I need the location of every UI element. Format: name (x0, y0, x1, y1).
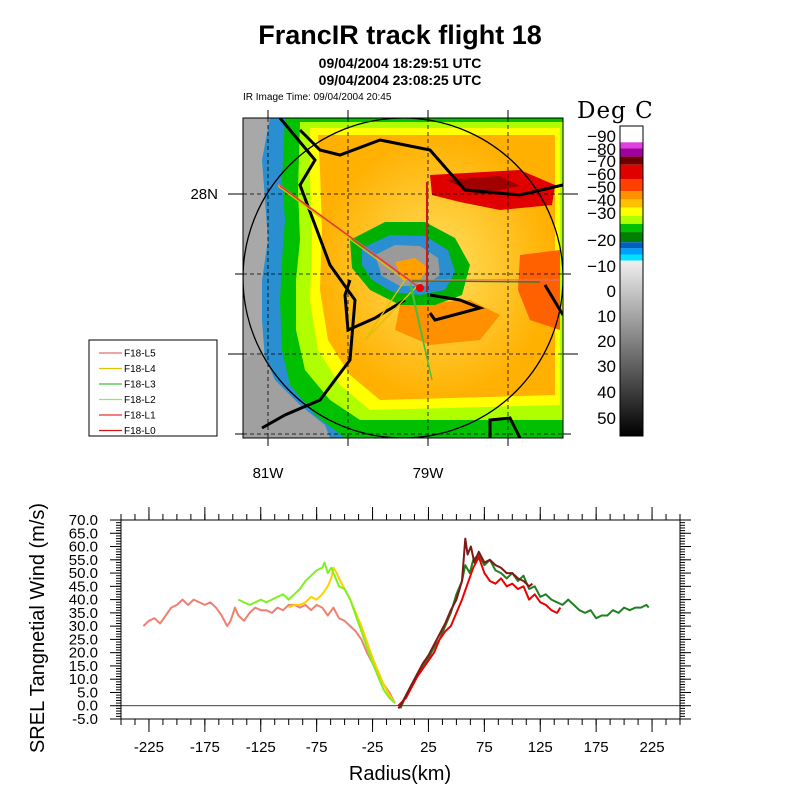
chart-title: FrancIR track flight 18 (258, 20, 542, 50)
x-tick-label: 75 (476, 739, 493, 756)
wind-series-line-3 (399, 553, 650, 709)
y-tick-label: 40.0 (69, 592, 98, 609)
y-tick-label: 20.0 (69, 645, 98, 662)
wind-series-line-5 (397, 537, 534, 710)
x-axis-label: Radius(km) (349, 763, 451, 785)
x-tick-label: -75 (306, 739, 328, 756)
x-tick-label: -225 (134, 739, 164, 756)
y-tick-label: 65.0 (69, 525, 98, 542)
y-tick-label: 70.0 (69, 512, 98, 529)
y-tick-label: 35.0 (69, 605, 98, 622)
colorbar-title: Deg C (577, 98, 654, 124)
wind-series-line-1 (288, 566, 396, 704)
start-time-subtitle: 09/04/2004 18:29:51 UTC (318, 55, 482, 71)
y-tick-label: 45.0 (69, 578, 98, 595)
y-tick-label: 55.0 (69, 552, 98, 569)
x-tick-label: 175 (584, 739, 609, 756)
y-axis-label: SREL Tangnetial Wind (m/s) (27, 503, 49, 753)
y-tick-label: 0.0 (77, 698, 98, 715)
x-tick-label: 125 (528, 739, 553, 756)
plot-frame (120, 519, 681, 720)
y-tick-label: 25.0 (69, 631, 98, 648)
wind-series-line-2 (237, 561, 396, 704)
y-tick-label: -5.0 (72, 711, 98, 728)
y-tick-label: 10.0 (69, 671, 98, 688)
y-tick-label: 30.0 (69, 618, 98, 635)
y-tick-label: 60.0 (69, 539, 98, 556)
y-tick-label: 15.0 (69, 658, 98, 675)
x-tick-label: 225 (640, 739, 665, 756)
y-tick-label: 50.0 (69, 565, 98, 582)
y-tick-label: 5.0 (77, 684, 98, 701)
x-tick-label: -25 (362, 739, 384, 756)
x-tick-label: -125 (246, 739, 276, 756)
x-tick-label: 25 (420, 739, 437, 756)
wind-series-line-0 (142, 598, 396, 704)
ir-image-time-label: IR Image Time: 09/04/2004 20:45 (243, 92, 392, 103)
wind-series-line-4 (397, 556, 562, 707)
x-tick-label: -175 (190, 739, 220, 756)
end-time-subtitle: 09/04/2004 23:08:25 UTC (318, 72, 482, 88)
